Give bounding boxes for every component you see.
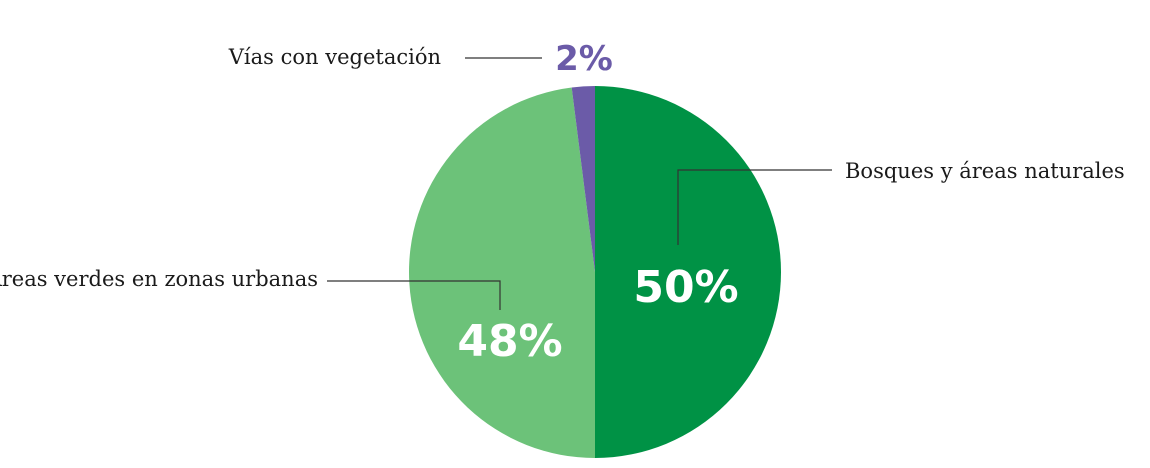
slice-label-areas-verdes: Áreas verdes en zonas urbanas xyxy=(0,267,318,291)
pie-slice-bosques xyxy=(595,86,781,458)
slice-label-vias: Vías con vegetación xyxy=(228,45,441,69)
pie-slice-areas-verdes xyxy=(408,87,595,458)
pie-slices xyxy=(408,86,781,458)
pie-slice-vias xyxy=(571,86,595,272)
value-label-areas-verdes: 48% xyxy=(457,316,562,367)
slice-label-bosques: Bosques y áreas naturales xyxy=(845,159,1125,183)
leader-line-bosques xyxy=(677,169,832,245)
value-label-bosques: 50% xyxy=(633,262,738,313)
value-label-vias: 2% xyxy=(555,39,613,79)
leader-line-areas-verdes xyxy=(327,280,501,310)
